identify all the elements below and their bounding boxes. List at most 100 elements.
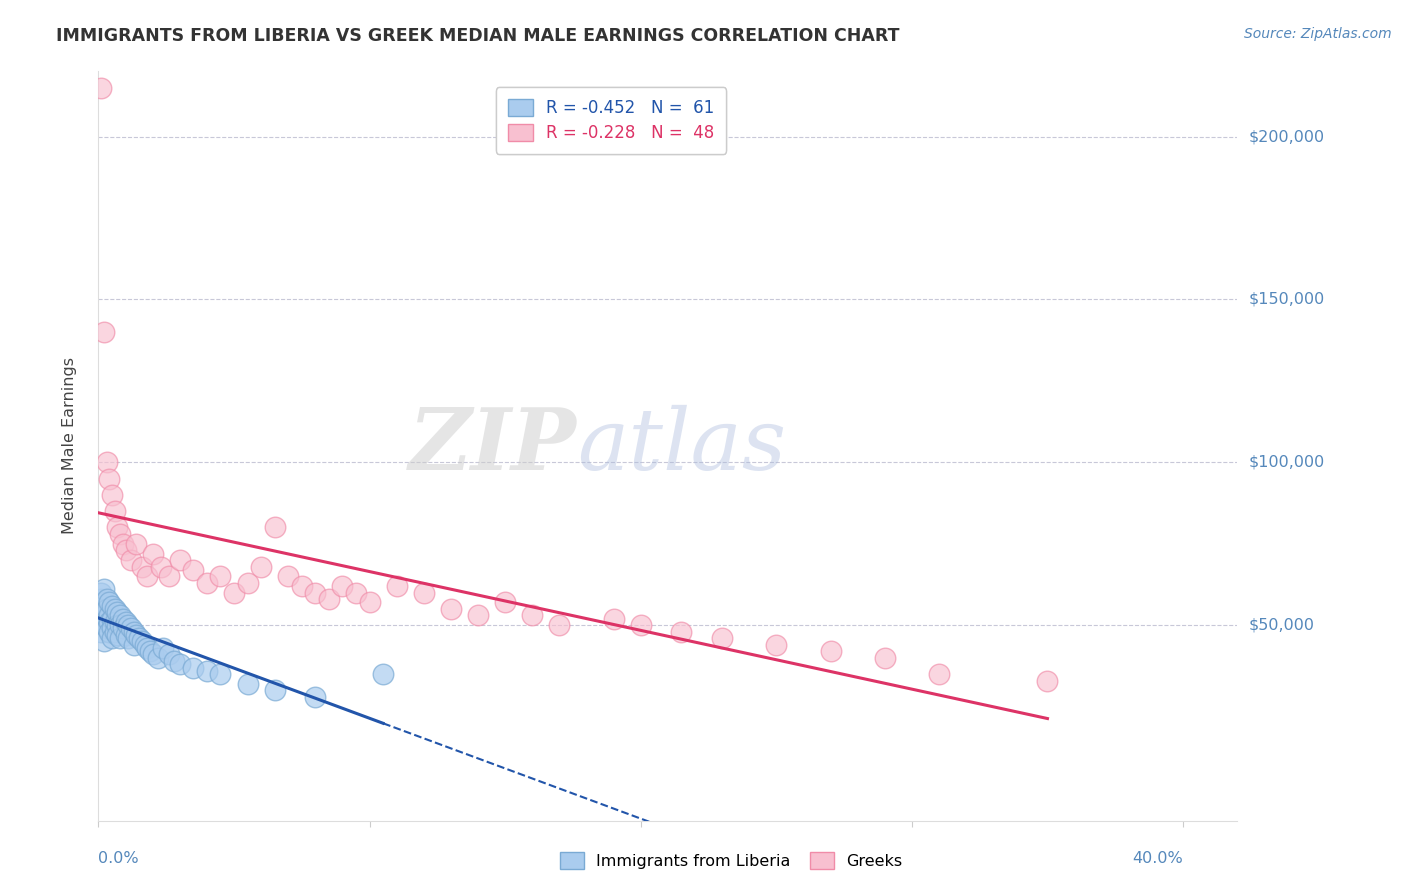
Point [304,585,326,599]
Point [318,592,340,607]
Point [98,615,121,629]
Text: 0.0%: 0.0% [98,851,139,866]
Point [93,608,115,623]
Point [304,690,326,704]
Point [96,622,118,636]
Point [107,618,129,632]
Point [111,537,134,551]
Point [122,638,145,652]
Point [114,615,136,629]
Point [120,622,142,636]
Point [169,657,191,672]
Point [873,650,896,665]
Point [139,644,162,658]
Point [111,612,134,626]
Text: $50,000: $50,000 [1249,617,1315,632]
Legend: Immigrants from Liberia, Greeks: Immigrants from Liberia, Greeks [553,846,910,875]
Point [671,624,693,639]
Point [142,547,165,561]
Point [93,325,115,339]
Point [125,537,148,551]
Point [146,650,169,665]
Point [236,677,259,691]
Point [136,569,159,583]
Point [195,575,218,590]
Point [108,527,131,541]
Point [101,631,124,645]
Text: 40.0%: 40.0% [1132,851,1182,866]
Point [157,569,180,583]
Point [371,667,394,681]
Point [90,612,112,626]
Y-axis label: Median Male Earnings: Median Male Earnings [62,358,77,534]
Point [183,563,205,577]
Point [440,602,463,616]
Point [93,595,115,609]
Legend: R = -0.452   N =  61, R = -0.228   N =  48: R = -0.452 N = 61, R = -0.228 N = 48 [496,87,725,153]
Point [104,615,127,629]
Point [163,654,186,668]
Point [149,559,172,574]
Point [152,640,174,655]
Point [101,599,124,613]
Point [183,660,205,674]
Text: atlas: atlas [576,405,786,487]
Point [108,618,131,632]
Point [412,585,434,599]
Point [104,624,127,639]
Point [602,612,624,626]
Point [111,622,134,636]
Point [104,504,127,518]
Point [548,618,571,632]
Point [344,585,367,599]
Point [90,80,112,95]
Point [291,579,314,593]
Point [134,638,156,652]
Point [117,631,139,645]
Point [467,608,489,623]
Point [108,631,131,645]
Point [90,602,112,616]
Point [90,592,112,607]
Point [209,569,232,583]
Point [107,628,129,642]
Point [236,575,259,590]
Point [820,644,842,658]
Point [131,559,153,574]
Point [120,553,142,567]
Point [104,602,127,616]
Text: ZIP: ZIP [409,404,576,488]
Point [711,631,734,645]
Point [209,667,232,681]
Point [157,648,180,662]
Point [263,683,285,698]
Point [277,569,299,583]
Point [765,638,787,652]
Point [101,622,124,636]
Point [96,602,118,616]
Point [359,595,381,609]
Point [250,559,273,574]
Point [136,640,159,655]
Point [108,608,131,623]
Point [122,624,145,639]
Point [93,582,115,597]
Point [90,585,112,599]
Point [385,579,408,593]
Point [522,608,544,623]
Point [101,488,124,502]
Point [96,455,118,469]
Point [222,585,245,599]
Point [131,634,153,648]
Point [98,595,121,609]
Point [128,631,150,645]
Point [96,612,118,626]
Point [332,579,354,593]
Point [125,628,148,642]
Point [263,520,285,534]
Text: $100,000: $100,000 [1249,455,1324,470]
Point [630,618,652,632]
Point [114,543,136,558]
Point [93,599,115,613]
Point [98,472,121,486]
